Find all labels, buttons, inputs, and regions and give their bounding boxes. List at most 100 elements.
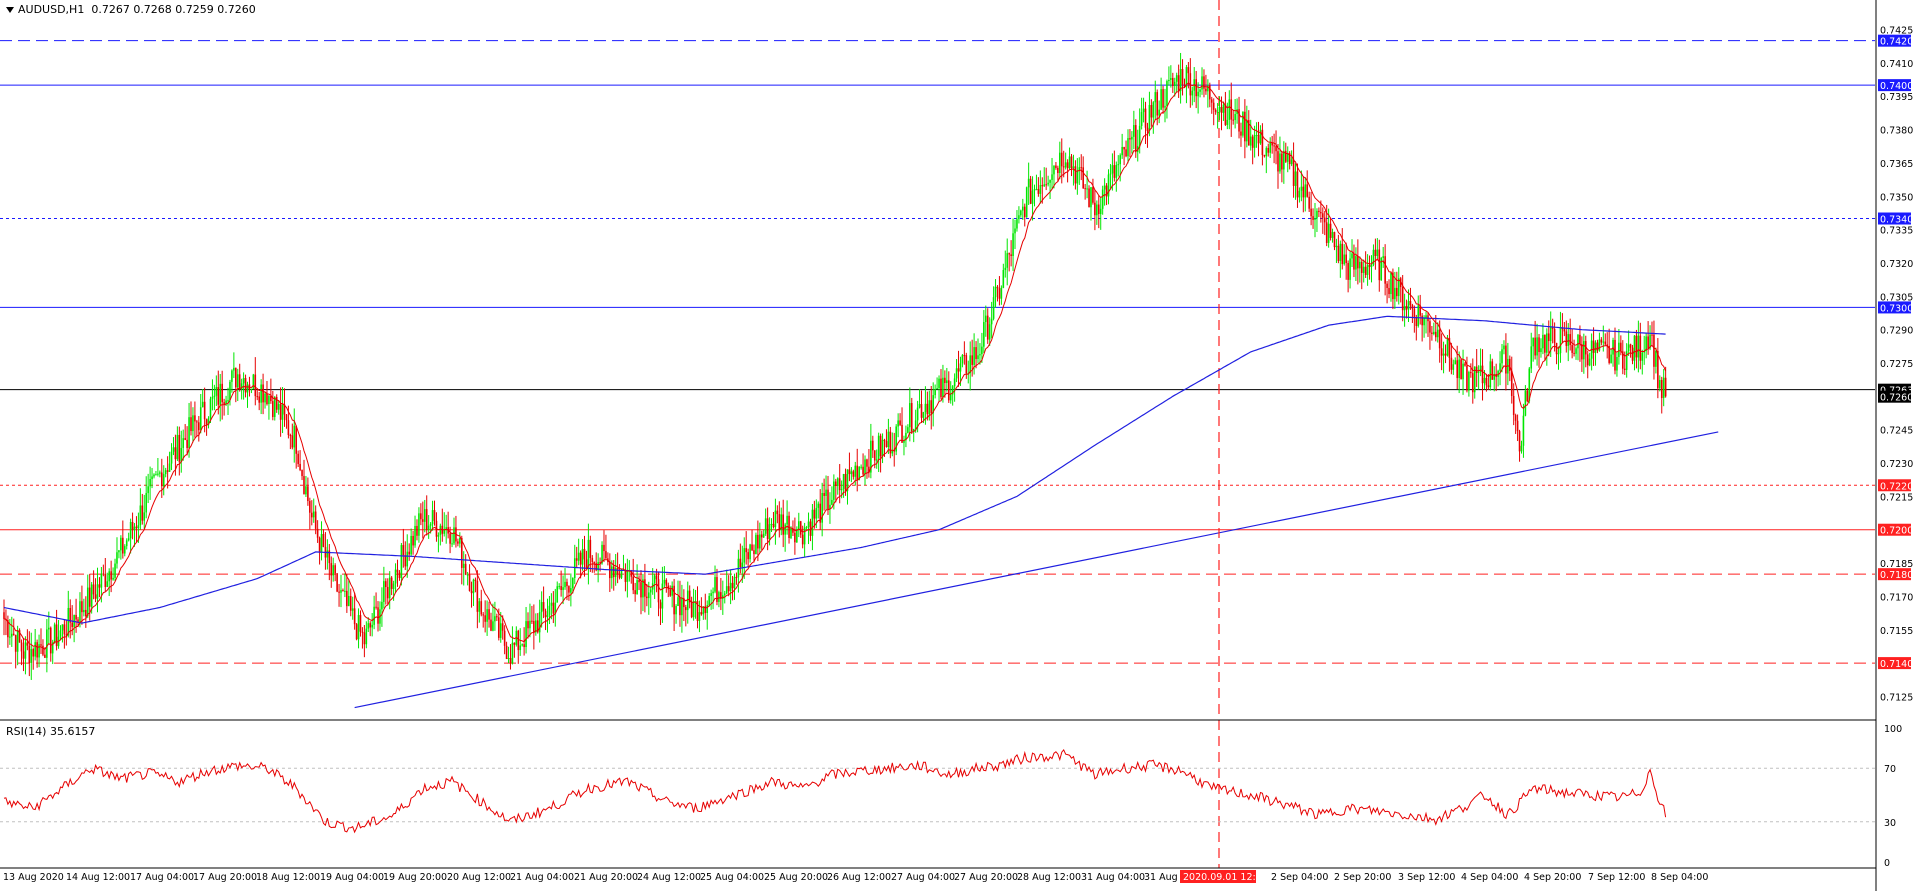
candle-body [942,377,944,398]
candle-body [533,621,535,633]
candle-body [685,607,687,611]
candle-body [725,586,728,594]
candle-body [764,518,767,534]
candle-body [895,426,897,452]
candle-body [1025,187,1028,218]
candle-body [48,627,50,630]
candle-body [1647,336,1649,349]
x-tick-label: 7 Sep 12:00 [1588,872,1645,883]
candle-body [1559,327,1562,354]
y-tick-label: 0.7245 [1880,426,1913,437]
candle-body [796,529,798,543]
candle-body [661,583,664,609]
candle-body [681,598,683,616]
candle-body [83,609,85,613]
candle-body [110,571,112,580]
trendline[interactable] [354,431,1719,709]
y-tick-label: 0.7395 [1880,92,1913,103]
candle-body [1637,335,1640,358]
candle-body [887,431,890,447]
dropdown-triangle-icon[interactable] [6,7,14,13]
candle-body [262,384,264,403]
candle-body [213,395,216,397]
candle-body [1283,150,1285,170]
candle-body [1302,186,1305,198]
candle-body [1563,329,1566,332]
candle-body [392,583,395,589]
candle-body [1312,216,1314,220]
candle-body [996,286,999,289]
x-tick-label: 19 Aug 20:00 [383,872,447,883]
candle-body [1094,202,1096,216]
candle-body [496,616,498,618]
candle-body [462,563,465,568]
candle-body [293,425,296,448]
candle-body [1117,164,1120,166]
candle-body [1286,153,1289,162]
candle-body [772,523,775,528]
candle-body [1555,342,1558,355]
candle-body [657,579,660,603]
candle-body [1333,232,1336,248]
candle-body [1304,184,1307,198]
candle-body [743,548,746,563]
candle-body [671,585,673,596]
candle-body [926,403,929,415]
candle-body [1043,184,1046,187]
candle-body [723,593,726,596]
candle-body [938,378,940,389]
candle-body [503,630,506,646]
candle-body [51,642,54,654]
candle-body [81,601,83,613]
y-tick-label: 0.7380 [1880,126,1913,137]
candle-body [1616,356,1618,371]
candle-body [663,579,666,584]
candle-body [264,393,266,403]
candle-body [1271,142,1273,146]
candle-body [98,584,101,588]
candle-body [24,642,27,659]
candle-body [1316,210,1318,219]
candle-body [1148,104,1151,131]
candle-body [1372,249,1375,265]
candle-body [1236,109,1238,115]
candle-body [1251,136,1254,148]
candle-body [457,541,459,544]
candle-body [192,415,194,432]
candle-body [1070,156,1073,169]
candle-body [852,471,855,477]
candle-body [1335,245,1338,248]
candle-body [1629,344,1632,348]
candle-body [776,510,779,515]
candle-body [1413,308,1416,317]
candle-body [1487,385,1490,388]
candle-body [1053,165,1055,175]
candle-body [143,512,146,521]
candle-body [552,602,555,614]
candle-body [675,606,677,615]
candle-body [778,514,781,531]
candle-body [889,431,892,454]
candle-body [499,623,502,638]
candle-body [492,621,494,631]
candle-body [1364,266,1367,275]
candle-body [1246,120,1248,142]
candle-body [478,601,481,612]
candle-body [406,551,409,567]
candle-body [897,420,899,427]
candle-body [1267,147,1270,153]
candle-body [1575,348,1577,354]
candle-body [453,527,455,544]
candle-body [431,510,434,525]
candle-body [221,383,223,403]
candle-body [577,552,580,561]
x-tick-label: 27 Aug 20:00 [954,872,1018,883]
candle-body [610,566,613,579]
candle-body [1269,142,1271,153]
candle-body [1485,377,1488,386]
candle-body [842,473,845,489]
x-tick-label: 24 Aug 12:00 [637,872,701,883]
candle-body [229,381,231,401]
candle-body [470,590,473,594]
